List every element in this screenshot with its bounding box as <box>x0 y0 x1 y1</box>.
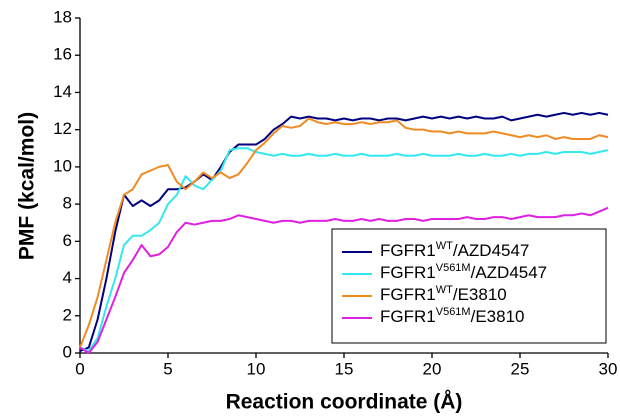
legend-label-part: V561M <box>436 262 471 274</box>
legend-label-part: /AZD4547 <box>471 263 548 282</box>
x-tick-label: 5 <box>163 359 172 378</box>
y-tick-label: 4 <box>63 268 72 287</box>
legend-label: FGFR1V561M/E3810 <box>380 306 524 327</box>
legend: FGFR1WT/AZD4547FGFR1V561M/AZD4547FGFR1WT… <box>331 228 607 344</box>
y-tick-label: 6 <box>63 231 72 250</box>
y-tick-label: 2 <box>63 305 72 324</box>
legend-label: FGFR1WT/AZD4547 <box>380 240 529 261</box>
legend-label-part: FGFR1 <box>380 263 436 282</box>
y-axis-label: PMF (kcal/mol) <box>16 112 39 260</box>
legend-label-part: FGFR1 <box>380 307 436 326</box>
legend-label: FGFR1WT/E3810 <box>380 284 507 305</box>
legend-label-part: FGFR1 <box>380 285 436 304</box>
x-tick-label: 25 <box>511 359 530 378</box>
y-tick-label: 0 <box>63 342 72 361</box>
legend-label-part: FGFR1 <box>380 241 436 260</box>
x-tick-label: 0 <box>75 359 84 378</box>
legend-box <box>331 228 607 344</box>
y-tick-label: 16 <box>53 45 72 64</box>
legend-label-part: V561M <box>436 306 471 318</box>
x-tick-label: 30 <box>599 359 618 378</box>
data-line <box>79 111 609 353</box>
data-line <box>79 206 609 354</box>
data-line <box>79 117 609 348</box>
legend-label-part: WT <box>436 240 453 252</box>
x-tick-label: 10 <box>247 359 266 378</box>
y-tick-label: 12 <box>53 119 72 138</box>
y-tick-label: 10 <box>53 156 72 175</box>
y-tick-label: 18 <box>53 7 72 26</box>
y-tick-label: 14 <box>53 82 72 101</box>
x-axis-label: Reaction coordinate (Å) <box>226 390 463 414</box>
legend-label: FGFR1V561M/AZD4547 <box>380 262 547 283</box>
data-line <box>79 147 609 353</box>
y-tick-label: 8 <box>63 194 72 213</box>
x-tick-label: 15 <box>335 359 354 378</box>
legend-label-part: WT <box>436 284 453 296</box>
legend-label-part: /E3810 <box>453 285 507 304</box>
legend-label-part: /AZD4547 <box>453 241 530 260</box>
legend-label-part: /E3810 <box>471 307 525 326</box>
x-tick-label: 20 <box>423 359 442 378</box>
